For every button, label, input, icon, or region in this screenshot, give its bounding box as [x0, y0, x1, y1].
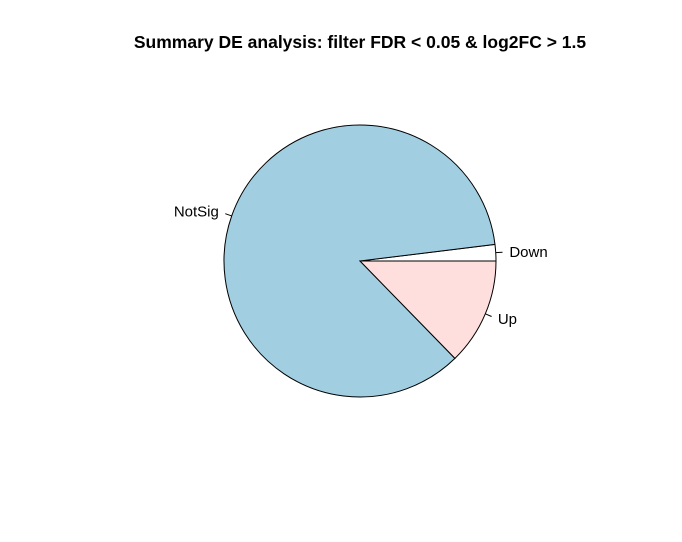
- pie-label-notsig: NotSig: [174, 203, 219, 220]
- pie-label-up: Up: [498, 311, 517, 328]
- chart-title: Summary DE analysis: filter FDR < 0.05 &…: [134, 32, 587, 52]
- leader-line-notsig: [225, 213, 232, 217]
- pie-slices: [223, 124, 497, 398]
- leader-line-up: [485, 313, 492, 317]
- pie-labels: Down NotSig Up: [174, 203, 548, 328]
- pie-label-down: Down: [509, 244, 547, 261]
